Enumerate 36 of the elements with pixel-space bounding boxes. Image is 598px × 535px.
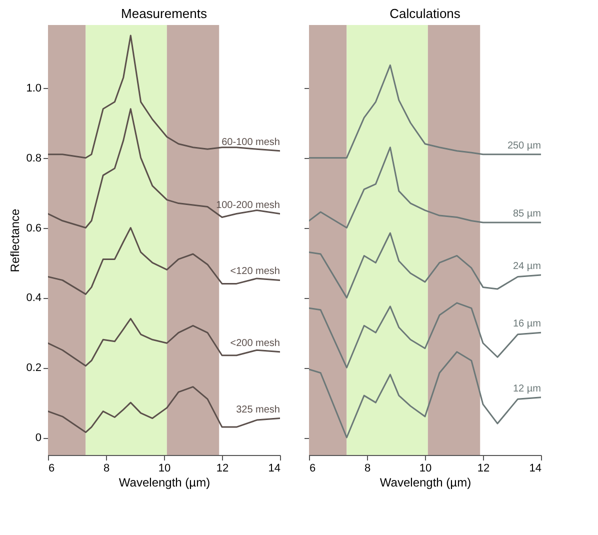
y-tick-label: 0.4: [26, 292, 42, 304]
x-axis-title: Wavelength (µm): [380, 476, 472, 490]
series-label: 60-100 mesh: [222, 136, 280, 148]
y-tick-label: 1.0: [26, 82, 42, 94]
series-label: <120 mesh: [230, 266, 280, 278]
x-tick-label: 6: [48, 462, 55, 474]
x-tick-label: 8: [103, 462, 110, 474]
series-label: 250 µm: [507, 140, 541, 152]
chart-title: Calculations: [390, 6, 461, 21]
x-tick-label: 10: [419, 462, 432, 474]
x-tick-label: 14: [268, 462, 280, 474]
x-tick-label: 14: [529, 462, 542, 474]
series-label: 85 µm: [513, 208, 541, 220]
x-tick-label: 12: [216, 462, 229, 474]
line-series: [48, 227, 280, 295]
line-series: [48, 386, 280, 434]
line-series: [48, 34, 280, 159]
x-tick-label: 8: [364, 462, 371, 474]
series-label: 12 µm: [513, 383, 541, 394]
y-tick-label: 0: [35, 432, 42, 444]
x-tick-label: 10: [158, 462, 171, 474]
series-label: 325 mesh: [236, 404, 280, 416]
x-tick-label: 12: [477, 462, 490, 474]
series-label: 24 µm: [513, 260, 541, 272]
y-axis-title: Reflectance: [8, 208, 22, 272]
series-label: 100-200 mesh: [216, 200, 280, 211]
y-tick-label: 0.6: [26, 222, 42, 234]
y-tick-label: 0.8: [26, 152, 42, 164]
x-axis-title: Wavelength (µm): [118, 476, 210, 490]
x-tick-label: 6: [310, 462, 316, 474]
series-label: <200 mesh: [230, 338, 280, 349]
y-tick-label: 0.2: [26, 362, 42, 374]
series-label: 16 µm: [513, 318, 541, 330]
line-series: [48, 108, 280, 229]
line-series: [48, 318, 280, 367]
chart-title: Measurements: [121, 6, 208, 21]
